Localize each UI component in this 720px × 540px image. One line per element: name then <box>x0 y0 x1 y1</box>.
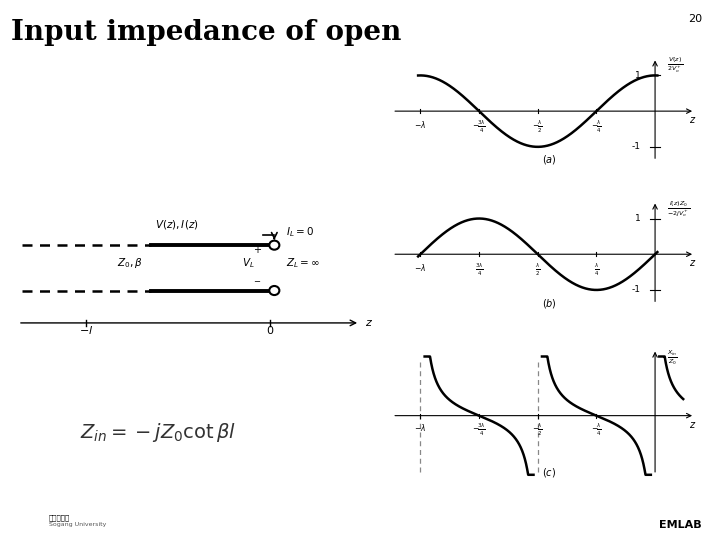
Text: $V(z), I(z)$: $V(z), I(z)$ <box>155 218 198 231</box>
Text: $-\!\frac{\lambda}{4}$: $-\!\frac{\lambda}{4}$ <box>591 119 602 135</box>
Text: $(c)$: $(c)$ <box>542 466 557 479</box>
Circle shape <box>269 286 279 295</box>
Text: $z$: $z$ <box>689 420 696 430</box>
Text: 1: 1 <box>635 71 641 80</box>
Text: $(a)$: $(a)$ <box>542 153 557 166</box>
Text: $+$: $+$ <box>253 244 262 255</box>
Text: -1: -1 <box>632 143 641 151</box>
Text: $\frac{\lambda}{2}$: $\frac{\lambda}{2}$ <box>535 262 541 278</box>
Text: 20: 20 <box>688 14 702 24</box>
Text: $-\!\frac{3\lambda}{4}$: $-\!\frac{3\lambda}{4}$ <box>472 422 486 438</box>
Text: 1: 1 <box>635 214 641 223</box>
Text: $V_L$: $V_L$ <box>242 256 255 270</box>
Text: $\frac{I(z)Z_0}{-2jV_o^+}$: $\frac{I(z)Z_0}{-2jV_o^+}$ <box>667 199 690 219</box>
Text: $\frac{X_{in}}{Z_0}$: $\frac{X_{in}}{Z_0}$ <box>667 348 678 367</box>
Text: $0$: $0$ <box>266 324 274 336</box>
Text: $-\lambda$: $-\lambda$ <box>414 262 426 273</box>
Text: $\frac{\lambda}{4}$: $\frac{\lambda}{4}$ <box>593 262 599 278</box>
Text: $(b)$: $(b)$ <box>542 296 557 309</box>
Text: $-\!\frac{\lambda}{2}$: $-\!\frac{\lambda}{2}$ <box>533 422 543 438</box>
Text: $-$: $-$ <box>253 275 261 285</box>
Text: $-\!\frac{\lambda}{2}$: $-\!\frac{\lambda}{2}$ <box>533 119 543 135</box>
Text: $\frac{V(z)}{2V_o^+}$: $\frac{V(z)}{2V_o^+}$ <box>667 56 683 76</box>
Text: $Z_L = \infty$: $Z_L = \infty$ <box>287 256 320 270</box>
Text: $-\!\frac{\lambda}{4}$: $-\!\frac{\lambda}{4}$ <box>591 422 602 438</box>
Text: $z$: $z$ <box>689 114 696 125</box>
Text: 서강대학교: 서강대학교 <box>49 514 71 521</box>
Text: -1: -1 <box>632 286 641 294</box>
Text: $z$: $z$ <box>366 318 374 328</box>
Text: 서
강: 서 강 <box>25 510 29 522</box>
Circle shape <box>269 241 279 249</box>
Text: $I_L = 0$: $I_L = 0$ <box>287 225 314 239</box>
Text: Input impedance of open: Input impedance of open <box>11 19 401 46</box>
Text: $-\!\frac{3\lambda}{4}$: $-\!\frac{3\lambda}{4}$ <box>472 119 486 135</box>
Text: $-\lambda$: $-\lambda$ <box>414 422 426 433</box>
Text: $-\lambda$: $-\lambda$ <box>414 119 426 130</box>
Text: $-l$: $-l$ <box>79 324 94 336</box>
Text: $z$: $z$ <box>689 258 696 268</box>
Text: $Z_0, \beta$: $Z_0, \beta$ <box>117 256 143 270</box>
Text: EMLAB: EMLAB <box>660 520 702 530</box>
Text: Sogang University: Sogang University <box>49 522 107 528</box>
Text: $Z_{in} = -jZ_0 \cot \beta l$: $Z_{in} = -jZ_0 \cot \beta l$ <box>81 421 236 443</box>
Text: $\frac{3\lambda}{4}$: $\frac{3\lambda}{4}$ <box>474 262 483 278</box>
